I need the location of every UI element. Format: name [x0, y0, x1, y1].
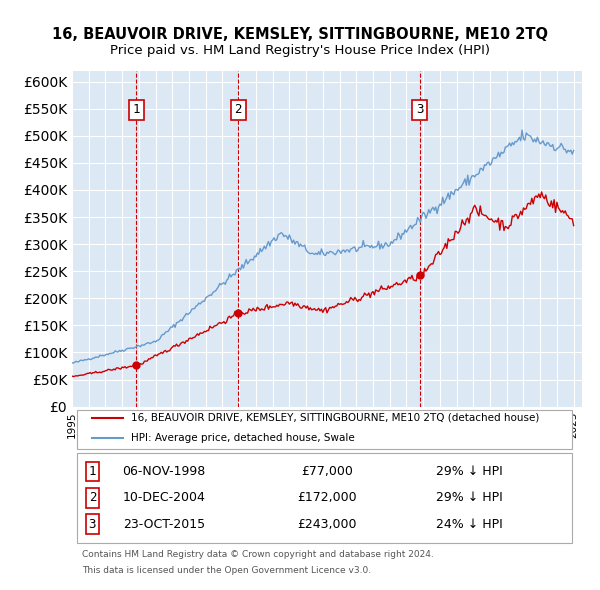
FancyBboxPatch shape — [77, 409, 572, 449]
Text: 24% ↓ HPI: 24% ↓ HPI — [436, 517, 503, 530]
Text: 16, BEAUVOIR DRIVE, KEMSLEY, SITTINGBOURNE, ME10 2TQ: 16, BEAUVOIR DRIVE, KEMSLEY, SITTINGBOUR… — [52, 27, 548, 41]
Text: 1: 1 — [89, 466, 96, 478]
Text: This data is licensed under the Open Government Licence v3.0.: This data is licensed under the Open Gov… — [82, 566, 371, 575]
Text: 2: 2 — [89, 491, 96, 504]
Text: 2: 2 — [235, 103, 242, 116]
Text: Contains HM Land Registry data © Crown copyright and database right 2024.: Contains HM Land Registry data © Crown c… — [82, 550, 434, 559]
FancyBboxPatch shape — [77, 453, 572, 543]
Text: £172,000: £172,000 — [297, 491, 357, 504]
Text: 16, BEAUVOIR DRIVE, KEMSLEY, SITTINGBOURNE, ME10 2TQ (detached house): 16, BEAUVOIR DRIVE, KEMSLEY, SITTINGBOUR… — [131, 413, 539, 423]
Text: HPI: Average price, detached house, Swale: HPI: Average price, detached house, Swal… — [131, 433, 355, 443]
Text: 23-OCT-2015: 23-OCT-2015 — [123, 517, 205, 530]
Text: 1: 1 — [133, 103, 140, 116]
Text: 3: 3 — [89, 517, 96, 530]
Text: 3: 3 — [416, 103, 424, 116]
Text: 10-DEC-2004: 10-DEC-2004 — [122, 491, 205, 504]
Text: 29% ↓ HPI: 29% ↓ HPI — [436, 491, 503, 504]
Text: Price paid vs. HM Land Registry's House Price Index (HPI): Price paid vs. HM Land Registry's House … — [110, 44, 490, 57]
Text: 06-NOV-1998: 06-NOV-1998 — [122, 466, 205, 478]
Text: 29% ↓ HPI: 29% ↓ HPI — [436, 466, 503, 478]
Text: £77,000: £77,000 — [301, 466, 353, 478]
Text: £243,000: £243,000 — [297, 517, 357, 530]
